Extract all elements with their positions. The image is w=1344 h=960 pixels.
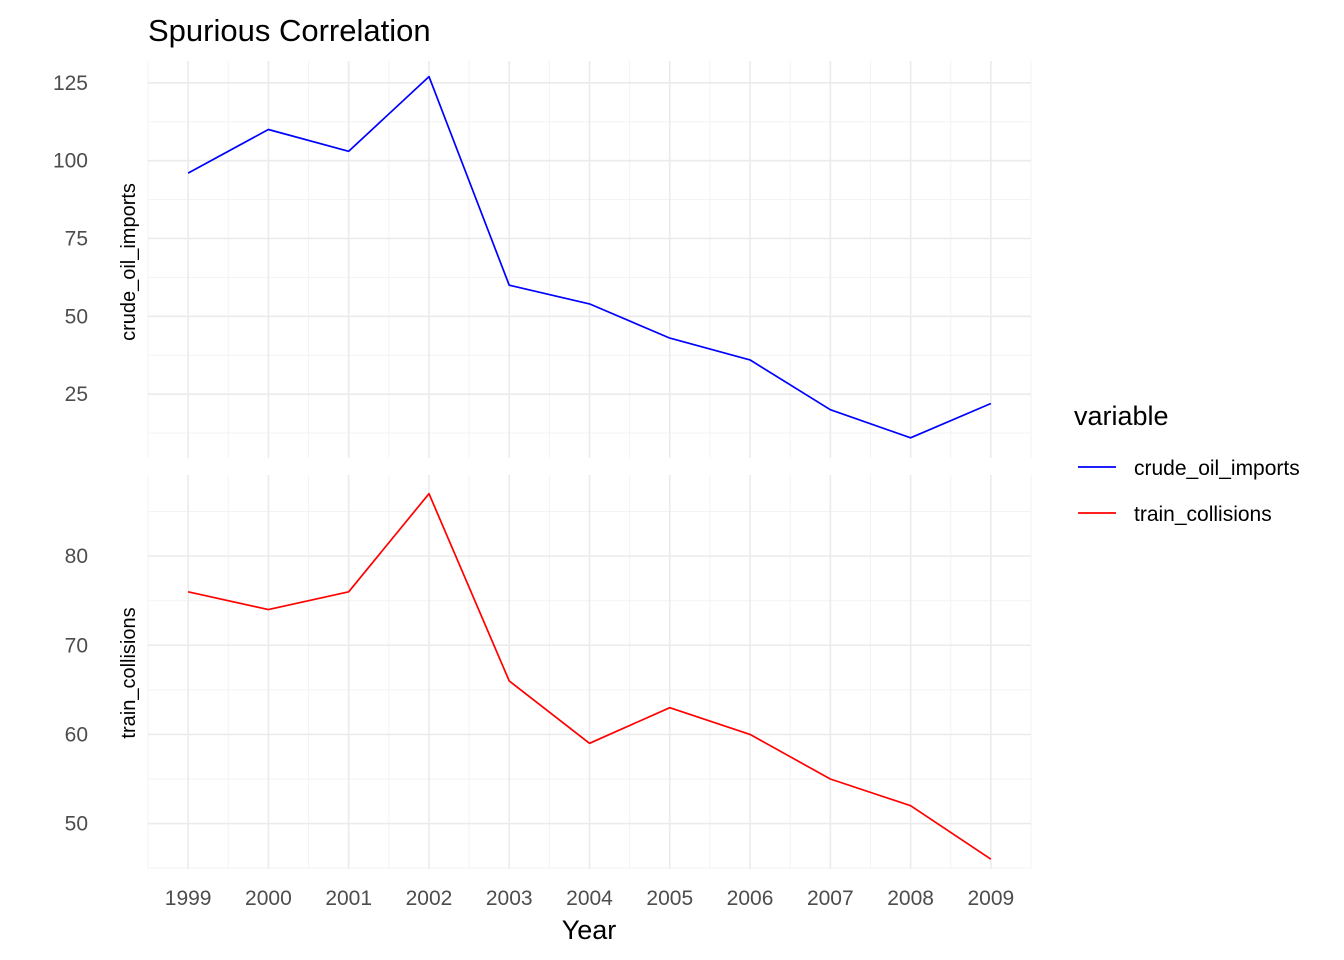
x-tick-label: 2007 — [807, 887, 854, 910]
x-tick-label: 2008 — [887, 887, 934, 910]
x-axis-title: Year — [562, 915, 617, 945]
y-tick-label: 60 — [65, 723, 88, 746]
legend: variable crude_oil_imports train_collisi… — [1074, 401, 1300, 526]
legend-label-crude-oil-imports: crude_oil_imports — [1134, 457, 1300, 480]
panel-2-y-ticks: 50 60 70 80 — [65, 545, 88, 835]
y-tick-label: 50 — [65, 813, 88, 836]
panel-2-y-axis-title: train_collisions — [118, 607, 140, 738]
x-tick-labels: 1999 2000 2001 2002 2003 2004 2005 2006 2007 2008… — [165, 887, 1014, 910]
x-tick-label: 2009 — [968, 887, 1015, 910]
y-tick-label: 25 — [65, 383, 88, 406]
x-tick-label: 2005 — [646, 887, 693, 910]
panel-1-y-ticks: 25 50 75 100 125 — [53, 72, 88, 406]
x-tick-label: 2000 — [245, 887, 292, 910]
y-tick-label: 70 — [65, 634, 88, 657]
y-tick-label: 75 — [65, 227, 88, 250]
y-tick-label: 50 — [65, 305, 88, 328]
panel-1-grid — [147, 61, 1032, 458]
x-tick-label: 2002 — [406, 887, 453, 910]
x-tick-label: 2003 — [486, 887, 533, 910]
legend-label-train-collisions: train_collisions — [1134, 503, 1272, 526]
panel-train-collisions: 50 60 70 80 train_collisions — [65, 475, 1032, 869]
panel-crude-oil-imports: 25 50 75 100 125 crude_oil_imports — [53, 61, 1032, 458]
series-line-train-collisions — [187, 492, 992, 860]
y-tick-label: 125 — [53, 72, 88, 95]
x-tick-label: 2004 — [566, 887, 613, 910]
y-tick-label: 100 — [53, 150, 88, 173]
legend-title: variable — [1074, 401, 1169, 431]
x-tick-label: 2001 — [325, 887, 372, 910]
chart-title: Spurious Correlation — [148, 13, 431, 48]
y-tick-label: 80 — [65, 545, 88, 568]
panel-1-y-axis-title: crude_oil_imports — [118, 183, 140, 341]
panel-2-grid — [147, 475, 1032, 869]
series-line-crude-oil-imports — [187, 75, 992, 439]
x-tick-label: 1999 — [165, 887, 212, 910]
x-tick-label: 2006 — [727, 887, 774, 910]
